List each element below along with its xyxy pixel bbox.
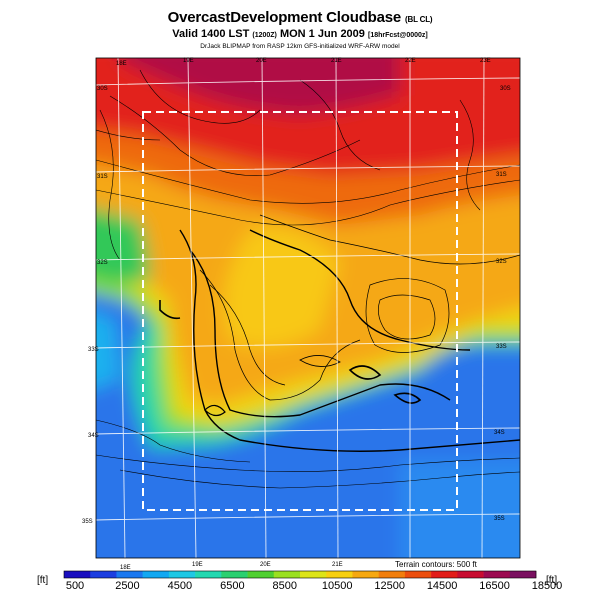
lon-label: 18E (116, 61, 127, 67)
lat-label: 31S (97, 174, 108, 180)
lat-label: 35S (494, 516, 505, 522)
lon-labels-bottom: 18E 19E 20E 21E (120, 562, 343, 571)
colorbar-label: 4500 (167, 580, 193, 592)
lat-label: 35S (82, 519, 93, 525)
lat-labels-right: 30S 31S 32S 33S 34S 35S (494, 86, 511, 522)
colorbar-label: 8500 (272, 580, 298, 592)
lon-label: 20E (260, 562, 271, 568)
colorbar-unit-left: [ft] (37, 575, 49, 586)
colorbar-label: 18500 (531, 580, 563, 592)
lat-labels-left: 30S 31S 32S 33S 34S 35S (82, 86, 108, 525)
colorbar-label: 10500 (321, 580, 353, 592)
colorbar-label: 6500 (220, 580, 245, 592)
colorbar-swatch (431, 571, 458, 578)
colorbar-swatch (90, 571, 117, 578)
colorbar-swatch (378, 571, 406, 578)
colorbar-swatch (483, 571, 511, 578)
lon-label: 19E (183, 58, 194, 64)
colorbar-swatch (404, 571, 432, 578)
lon-label: 21E (331, 58, 342, 64)
lat-label: 33S (496, 344, 507, 350)
lat-label: 30S (500, 86, 511, 92)
source-line: DrJack BLIPMAP from RASP 12km GFS-initia… (200, 43, 400, 50)
colorbar-swatch (142, 571, 170, 578)
lon-labels-top: 18E 19E 20E 21E 22E 23E (116, 58, 491, 67)
colorbar-swatch (326, 571, 353, 578)
lon-label: 18E (120, 565, 131, 571)
colorbar-swatch (168, 571, 196, 578)
colorbar-swatch (300, 571, 327, 578)
colorbar-swatch (247, 571, 275, 578)
colorbar-swatch (116, 571, 143, 578)
lon-label: 22E (405, 58, 416, 64)
colorbar-swatch (352, 571, 379, 578)
lat-label: 34S (494, 430, 505, 436)
lon-label: 23E (480, 58, 491, 64)
lat-label: 33S (88, 347, 99, 353)
colorbar-swatch (64, 571, 91, 578)
colorbar-swatch (509, 571, 537, 578)
color-field (96, 58, 520, 558)
lat-label: 30S (97, 86, 108, 92)
colorbar-swatch (221, 571, 248, 578)
map-frame (95, 57, 521, 559)
colorbar-label: 16500 (479, 580, 510, 592)
lat-lon-grid (96, 58, 520, 558)
colorbar-label: 14500 (426, 580, 458, 592)
lat-label: 32S (97, 260, 108, 266)
nested-domain-boundary (142, 111, 458, 511)
lat-label: 31S (496, 172, 507, 178)
terrain-contour-note: Terrain contours: 500 ft (395, 560, 477, 569)
chart-title: OvercastDevelopment Cloudbase (BL CL) (167, 9, 433, 26)
lat-label: 34S (88, 433, 99, 439)
colorbar-swatch (273, 571, 301, 578)
lon-label: 19E (192, 562, 203, 568)
colorbar-label: 2500 (115, 580, 140, 592)
colorbar-swatch (195, 571, 222, 578)
lat-label: 32S (496, 259, 507, 265)
lon-label: 21E (332, 562, 343, 568)
colorbar-label: 500 (65, 580, 85, 592)
colorbar-label: 12500 (374, 580, 405, 592)
lon-label: 20E (256, 58, 267, 64)
colorbar-unit-right: [ft] (546, 575, 558, 586)
valid-time-line: Valid 1400 LST (1200Z) MON 1 Jun 2009 [1… (172, 28, 428, 40)
colorbar-frame (63, 570, 537, 579)
colorbar (63, 570, 537, 579)
colorbar-swatch (457, 571, 484, 578)
